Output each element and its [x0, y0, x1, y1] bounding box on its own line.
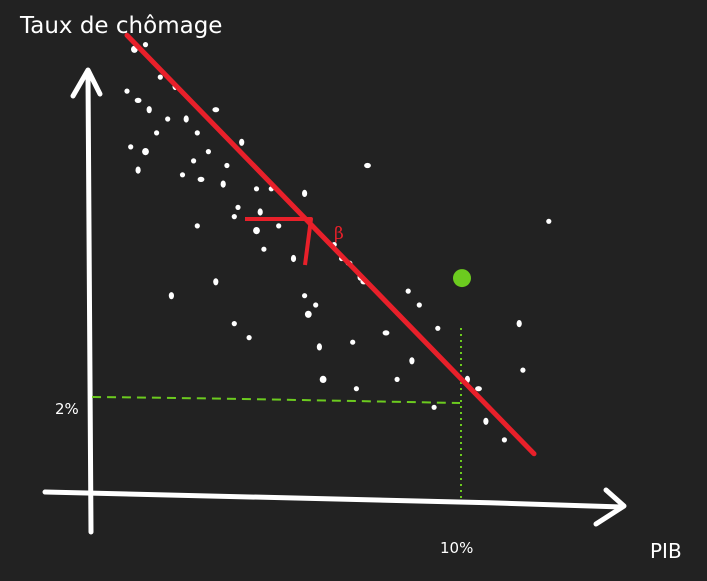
scatter-point: [146, 106, 152, 114]
scatter-point: [165, 116, 171, 122]
scatter-point: [124, 88, 130, 94]
scatter-point: [246, 335, 252, 341]
y-axis-title: Taux de chômage: [19, 13, 222, 39]
scatter-point: [409, 357, 415, 365]
scatter-point: [431, 404, 437, 410]
scatter-point: [416, 302, 422, 308]
scatter-point: [194, 223, 200, 229]
scatter-point: [191, 158, 197, 164]
scatter-point: [205, 149, 211, 155]
scatter-point: [168, 292, 174, 300]
scatter-point: [257, 208, 263, 216]
scatter-point: [290, 254, 297, 263]
y-value-label: 2%: [55, 400, 79, 418]
scatter-point: [382, 330, 390, 336]
scatter-point: [235, 204, 241, 210]
scatter-point: [213, 278, 219, 286]
scatter-point: [276, 223, 282, 229]
scatter-point: [239, 138, 245, 146]
scatter-point: [302, 293, 308, 299]
scatter-point: [253, 186, 260, 192]
scatter-point: [319, 375, 327, 383]
scatter-point: [134, 97, 142, 103]
scatter-point: [253, 227, 260, 235]
x-value-label: 10%: [440, 539, 473, 557]
scatter-point: [316, 343, 322, 351]
scatter-point: [501, 437, 507, 443]
scatter-point: [179, 172, 186, 178]
horizontal-guide-line: [91, 396, 461, 404]
scatter-point: [231, 214, 237, 220]
scatter-point: [261, 246, 267, 252]
scatter-point: [302, 189, 308, 197]
scatter-point: [364, 162, 371, 169]
scatter-point: [135, 166, 141, 174]
slope-label: β: [334, 224, 344, 244]
scatter-point: [304, 310, 312, 318]
axes: [42, 67, 627, 535]
scatter-point: [183, 115, 189, 123]
scatter-point: [220, 180, 226, 188]
y-axis-arrowhead: [70, 67, 103, 99]
y-axis: [85, 72, 94, 535]
scatter-point: [142, 42, 149, 48]
x-axis-title: PIB: [650, 539, 682, 563]
scatter-point: [157, 74, 163, 80]
scatter-point: [142, 148, 149, 156]
scatter-point: [353, 386, 359, 392]
scatter-point: [405, 288, 411, 294]
scatter-points: [124, 42, 552, 443]
scatter-point: [313, 302, 319, 308]
scatter-point: [475, 386, 482, 392]
scatter-point: [197, 176, 205, 182]
scatter-point: [224, 162, 230, 169]
scatter-point: [212, 107, 220, 113]
scatter-point: [483, 417, 489, 425]
x-axis-arrowhead: [593, 487, 627, 527]
scatter-point: [435, 325, 441, 331]
scatter-point: [394, 376, 400, 382]
x-axis: [42, 489, 625, 510]
slope-triangle: [245, 217, 313, 266]
scatter-point: [154, 130, 160, 136]
scatter-point: [520, 367, 526, 373]
scatter-point: [546, 218, 552, 224]
scatter-point: [194, 130, 200, 136]
scatter-point: [350, 339, 356, 345]
scatter-point: [128, 144, 134, 150]
scatter-point: [231, 321, 237, 327]
regression-line: [124, 32, 537, 457]
scatter-point: [516, 320, 522, 328]
highlight-point: [453, 269, 471, 288]
